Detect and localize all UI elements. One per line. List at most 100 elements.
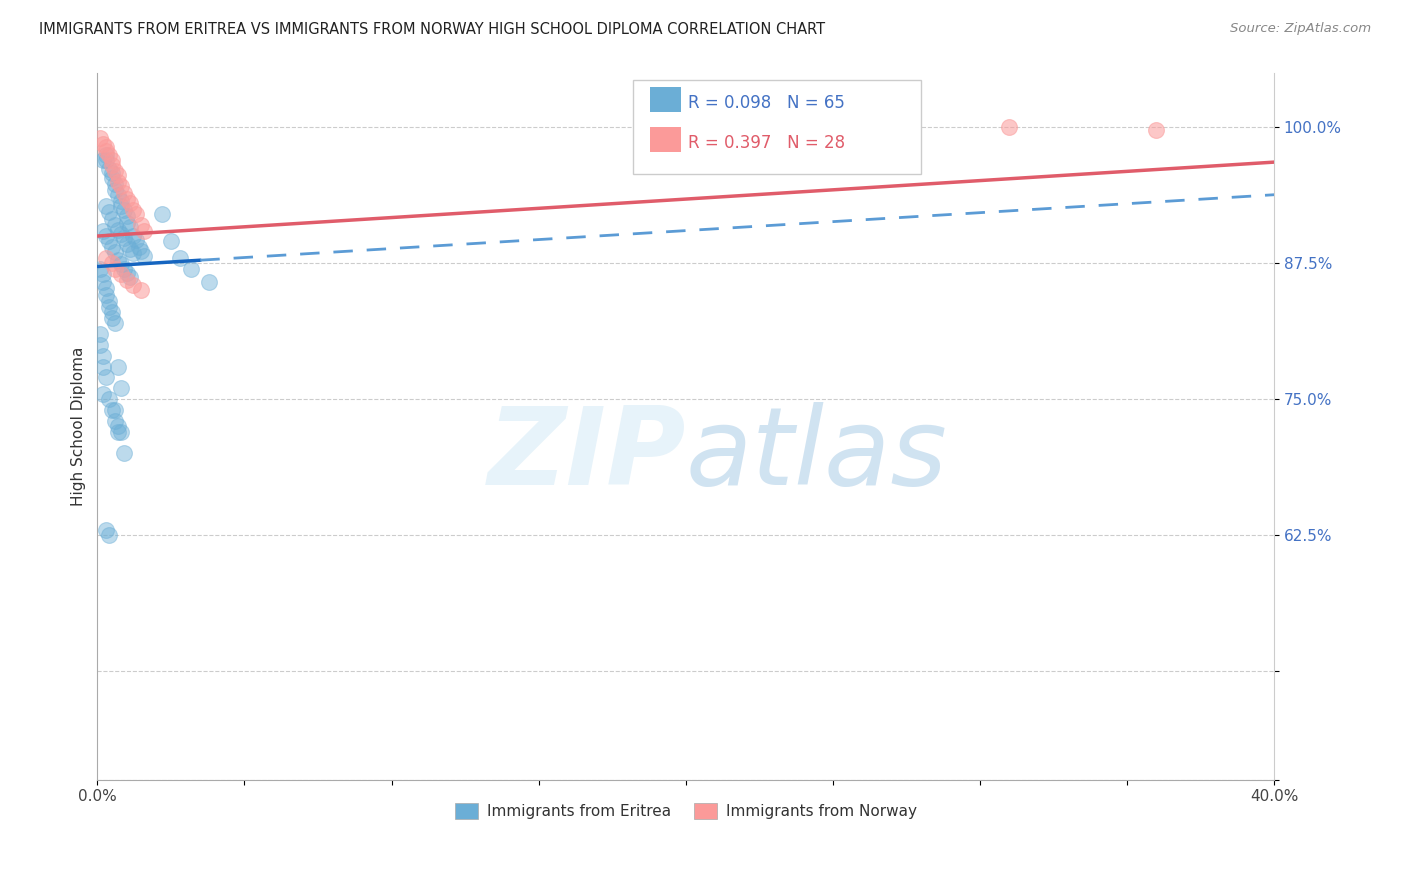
Point [110, 179, 132, 194]
Point [96, 145, 118, 159]
Point [121, 277, 143, 292]
Point [91, 359, 114, 374]
Point [134, 224, 156, 238]
Point [107, 175, 129, 189]
Point [118, 196, 141, 211]
Point [104, 403, 127, 417]
Point [101, 403, 124, 417]
Point [101, 211, 124, 226]
Point [96, 199, 118, 213]
Point [101, 240, 124, 254]
Point [96, 281, 118, 295]
Point [104, 414, 127, 428]
Point [89, 131, 111, 145]
Point [112, 202, 135, 217]
Point [107, 359, 129, 374]
Point [98, 300, 121, 314]
Point [107, 419, 129, 434]
Point [115, 210, 138, 224]
Point [115, 236, 138, 251]
Point [115, 266, 138, 280]
Point [96, 147, 118, 161]
Point [121, 246, 143, 260]
Point [1144, 122, 1167, 136]
Point [128, 240, 150, 254]
Point [124, 234, 146, 248]
Point [96, 370, 118, 384]
Point [98, 147, 121, 161]
Point [112, 186, 135, 200]
Text: ZIP: ZIP [488, 401, 686, 508]
Point [89, 338, 111, 352]
Point [180, 261, 202, 276]
Point [96, 153, 118, 167]
Point [101, 171, 124, 186]
Point [98, 294, 121, 309]
Point [104, 164, 127, 178]
Point [112, 261, 135, 276]
Point [160, 235, 183, 249]
Point [110, 227, 132, 241]
Point [150, 207, 173, 221]
Text: IMMIGRANTS FROM ERITREA VS IMMIGRANTS FROM NORWAY HIGH SCHOOL DIPLOMA CORRELATIO: IMMIGRANTS FROM ERITREA VS IMMIGRANTS FR… [39, 22, 825, 37]
Point [91, 153, 114, 167]
Point [104, 218, 127, 232]
Point [110, 267, 132, 281]
Point [107, 222, 129, 236]
Point [107, 252, 129, 267]
Point [107, 425, 129, 439]
Point [104, 245, 127, 260]
Point [98, 205, 121, 219]
Point [131, 284, 153, 298]
Point [110, 194, 132, 209]
Point [98, 392, 121, 406]
Point [98, 235, 121, 249]
Y-axis label: High School Diploma: High School Diploma [72, 347, 86, 506]
Point [104, 261, 127, 276]
Text: atlas: atlas [686, 402, 948, 507]
Point [115, 192, 138, 206]
Point [115, 272, 138, 286]
Point [101, 153, 124, 167]
Point [118, 270, 141, 285]
Point [98, 528, 121, 542]
Point [112, 446, 135, 460]
Point [131, 218, 153, 232]
Point [89, 261, 111, 276]
Point [101, 305, 124, 319]
Point [110, 199, 132, 213]
Point [91, 386, 114, 401]
Point [112, 231, 135, 245]
Point [91, 275, 114, 289]
Point [101, 310, 124, 325]
Point [134, 249, 156, 263]
Point [118, 242, 141, 256]
Point [110, 425, 132, 439]
Text: R = 0.098   N = 65: R = 0.098 N = 65 [688, 94, 845, 112]
Point [96, 287, 118, 301]
Point [91, 267, 114, 281]
Point [96, 229, 118, 244]
Point [101, 158, 124, 172]
Text: Source: ZipAtlas.com: Source: ZipAtlas.com [1230, 22, 1371, 36]
Point [96, 523, 118, 537]
Point [121, 202, 143, 217]
Point [101, 256, 124, 270]
Point [110, 381, 132, 395]
Point [91, 349, 114, 363]
Point [91, 136, 114, 151]
Point [107, 187, 129, 202]
Point [96, 251, 118, 265]
Point [792, 120, 814, 135]
Point [169, 251, 191, 265]
Point [89, 326, 111, 341]
Point [110, 257, 132, 271]
Point [124, 207, 146, 221]
Point [998, 120, 1021, 135]
Legend: Immigrants from Eritrea, Immigrants from Norway: Immigrants from Eritrea, Immigrants from… [449, 797, 922, 825]
Point [121, 229, 143, 244]
Point [131, 244, 153, 259]
Text: R = 0.397   N = 28: R = 0.397 N = 28 [688, 134, 845, 152]
Point [104, 177, 127, 191]
Point [91, 224, 114, 238]
